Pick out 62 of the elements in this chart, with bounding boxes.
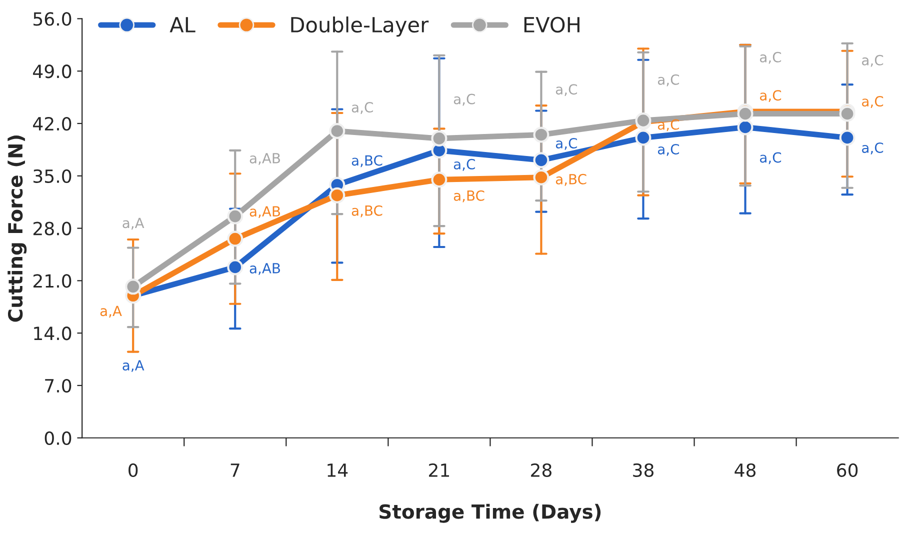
x-tick-label: 21 [429,463,450,477]
annotation: a,C [454,94,475,106]
point [737,119,754,136]
x-tick-label: 60 [837,463,858,478]
legend-label: EVOH [524,16,580,33]
point [839,130,856,146]
y-tick-label: 56.0 [34,12,72,26]
annotation: a,C [658,144,680,156]
point [533,126,550,143]
annotation: a,C [862,142,884,154]
y-tick-label: 7.0 [45,378,72,393]
x-axis-title: Storage Time (Days) [380,504,601,523]
y-tick-label: 49.0 [33,64,72,78]
y-tick-label: 28.0 [33,222,72,236]
y-tick-label: 14.0 [34,326,72,340]
point [431,130,448,146]
point [329,187,346,204]
annotation: a,C [658,119,680,132]
y-axis-title: Cutting Force (N) [8,136,27,322]
legend-label: Double-Layer [291,16,429,37]
point [125,278,142,295]
annotation: a,C [760,90,782,102]
point [533,152,550,168]
point [227,259,244,276]
x-tick-label: 0 [128,463,138,478]
annotation: a,C [862,54,884,67]
annotation: a,C [352,102,373,114]
annotation: a,C [862,96,884,108]
x-tick-label: 28 [531,463,552,478]
annotation: a,C [556,84,577,96]
y-tick-label: 35.0 [34,169,72,184]
y-tick-label: 0.0 [44,431,72,445]
annotation: a,AB [250,263,280,275]
annotation: a,A [122,218,144,230]
annotation: a,BC [556,174,586,186]
x-tick-label: 38 [633,463,654,478]
annotation: a,C [760,52,782,64]
annotation: a,BC [352,205,382,218]
point [533,169,550,186]
annotation: a,C [658,74,680,86]
x-tick-label: 7 [230,464,240,477]
annotation: a,A [100,306,122,318]
point [839,106,856,122]
point [737,106,754,122]
legend-label: AL [170,17,196,32]
annotation: a,C [760,152,782,164]
point [635,130,652,146]
x-tick-label: 48 [734,463,756,478]
y-tick-label: 42.0 [33,116,72,131]
annotation: a,A [122,360,144,372]
annotation: a,BC [454,190,484,202]
annotation: a,BC [352,155,382,168]
y-tick-label: 21.0 [33,274,72,288]
annotation: a,AB [250,153,280,165]
point [329,122,346,139]
point [227,230,244,247]
point [227,208,244,224]
x-tick-label: 14 [328,464,348,477]
annotation: a,C [454,158,475,171]
point [431,172,448,188]
annotation: a,C [556,138,577,150]
annotation: a,AB [250,206,280,218]
